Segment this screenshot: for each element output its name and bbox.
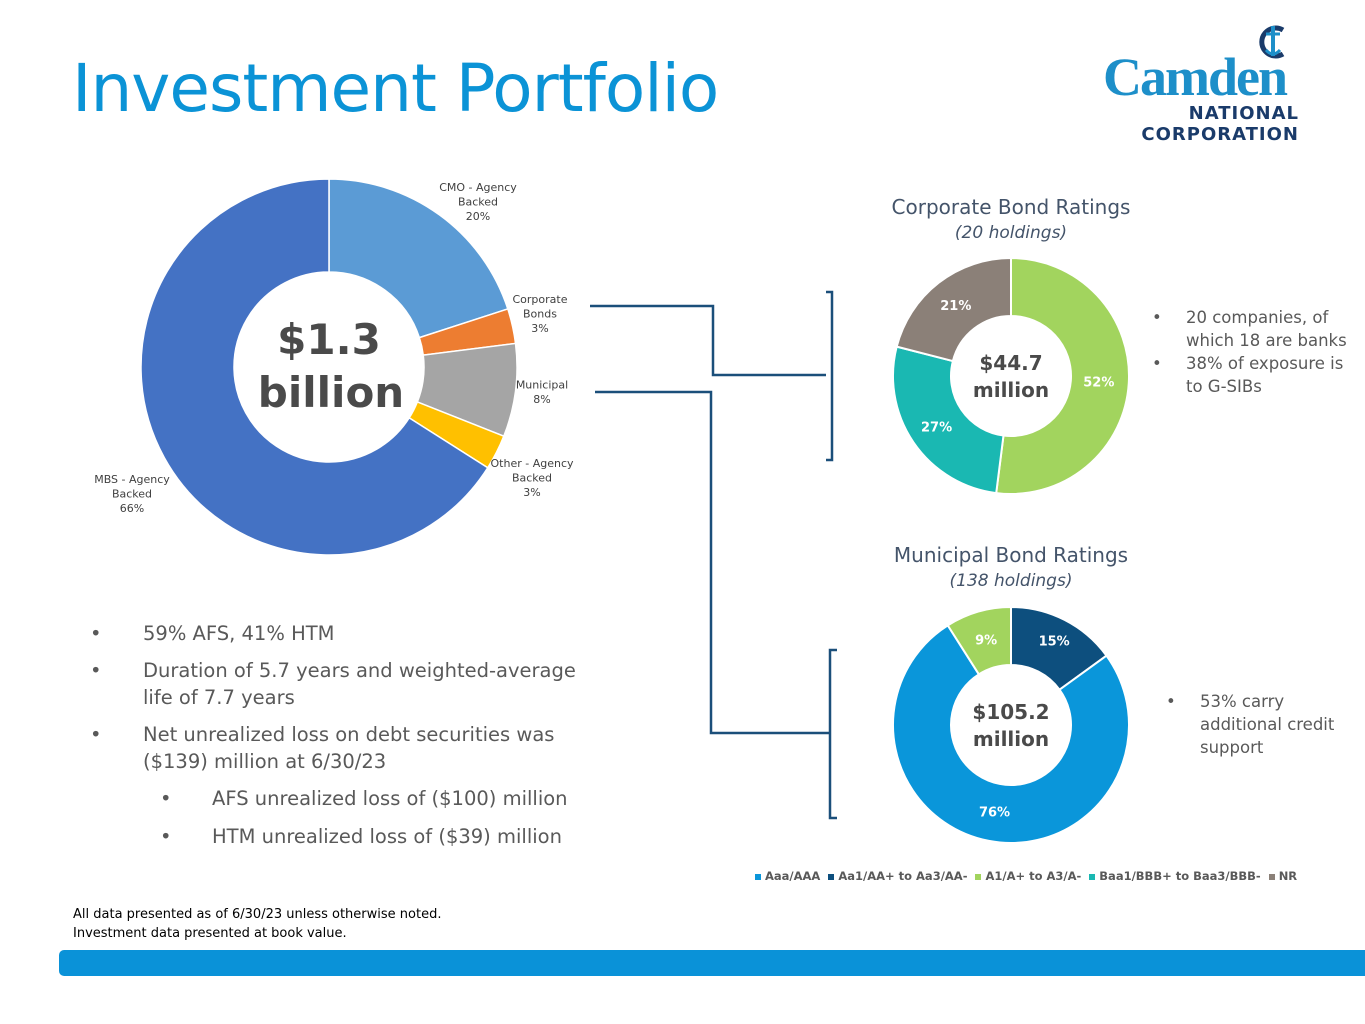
legend-label: Baa1/BBB+ to Baa3/BBB- (1099, 869, 1261, 883)
municipal-chart-title: Municipal Bond Ratings (894, 543, 1128, 567)
corporate-notes: • 20 companies, of which 18 are banks • 38%… (1152, 306, 1352, 398)
corporate-slice-label: 27% (921, 421, 952, 436)
bullet-dot: • (160, 825, 172, 848)
legend-label: Aa1/AA+ to Aa3/AA- (838, 869, 968, 883)
municipal-slice (946, 605, 1012, 676)
footer-bar (59, 950, 1365, 976)
portfolio-slice (328, 178, 509, 339)
legend-item: Aa1/AA+ to Aa3/AA- (828, 869, 967, 883)
portfolio-donut-chart: CMO - Agency Backed 20% Corporate Bonds 3% Mun… (94, 178, 574, 556)
legend-swatch (755, 873, 761, 880)
bullet-item: • AFS unrealized loss of ($100) million (90, 785, 610, 812)
corporate-center-value: $44.7 (979, 351, 1042, 375)
bullet-item: • HTM unrealized loss of ($39) million (90, 823, 610, 850)
page-title: Investment Portfolio (72, 50, 719, 127)
logo-line-corporation: CORPORATION (1141, 124, 1299, 145)
corporate-center-unit: million (973, 378, 1049, 402)
bullet-dot: • (1152, 308, 1162, 327)
bullet-dot: • (90, 659, 102, 682)
connector-line (826, 290, 834, 462)
connector-line (595, 390, 830, 735)
legend-swatch (828, 873, 835, 880)
company-logo: Camden NATIONAL CORPORATION (1100, 22, 1305, 147)
portfolio-center-unit: billion (258, 368, 404, 417)
corporate-slice (892, 345, 1005, 495)
bullet-text: HTM unrealized loss of ($39) million (212, 825, 562, 848)
connector-line (828, 648, 837, 820)
legend-item: A1/A+ to A3/A- (975, 869, 1081, 883)
corporate-slice (995, 256, 1130, 495)
portfolio-slice-label: MBS - Agency Backed 66% (94, 473, 170, 515)
corporate-bond-donut-chart: 52% 27% 21% $44.7 million (892, 256, 1130, 495)
corporate-slice-label: 21% (940, 299, 971, 314)
ratings-legend: Aaa/AAA Aa1/AA+ to Aa3/AA- A1/A+ to A3/A- B… (755, 869, 1305, 883)
note-item: • 20 companies, of which 18 are banks (1152, 306, 1352, 352)
anchor-icon (1259, 25, 1285, 59)
corporate-slice-label: 52% (1083, 376, 1114, 391)
footnote: All data presented as of 6/30/23 unless … (73, 906, 441, 943)
bullet-dot: • (90, 723, 102, 746)
bullet-item: • 59% AFS, 41% HTM (90, 620, 610, 647)
legend-item: Baa1/BBB+ to Baa3/BBB- (1089, 869, 1261, 883)
municipal-notes: • 53% carry additional credit support (1166, 690, 1346, 759)
bullet-text: Net unrealized loss on debt securities w… (143, 723, 555, 773)
legend-item: Aaa/AAA (755, 869, 820, 883)
portfolio-slice-label: Other - Agency Backed 3% (491, 457, 574, 499)
portfolio-slice-label: Corporate Bonds 3% (513, 293, 568, 335)
municipal-slice-label: 76% (979, 805, 1010, 820)
portfolio-center-value: $1.3 (277, 315, 381, 364)
municipal-center-unit: million (973, 727, 1049, 751)
bullet-dot: • (90, 622, 102, 645)
legend-swatch (1268, 873, 1275, 880)
portfolio-slice-label: Municipal 8% (516, 379, 568, 407)
note-item: • 53% carry additional credit support (1166, 690, 1346, 759)
municipal-slice-label: 9% (975, 634, 997, 649)
bullet-text: 59% AFS, 41% HTM (143, 622, 335, 645)
note-item: • 38% of exposure is to G-SIBs (1152, 352, 1352, 398)
note-text: 20 companies, of which 18 are banks (1186, 308, 1347, 350)
logo-line-national: NATIONAL (1188, 103, 1299, 124)
legend-swatch (1089, 873, 1096, 880)
legend-label: Aaa/AAA (765, 869, 821, 883)
legend-label: A1/A+ to A3/A- (985, 869, 1082, 883)
bullet-text: AFS unrealized loss of ($100) million (212, 787, 568, 810)
portfolio-slice (140, 178, 489, 556)
logo-wordmark: Camden (1103, 47, 1288, 107)
connector-line (590, 304, 826, 377)
footnote-line: Investment data presented at book value. (73, 925, 347, 941)
corporate-chart-title: Corporate Bond Ratings (892, 195, 1131, 219)
bullet-dot: • (160, 787, 172, 810)
corporate-slice (895, 256, 1012, 363)
bullet-text: Duration of 5.7 years and weighted-avera… (143, 659, 576, 709)
portfolio-bullets: • 59% AFS, 41% HTM • Duration of 5.7 years … (90, 620, 610, 861)
municipal-slice (892, 623, 1130, 845)
municipal-chart-subtitle: (138 holdings) (950, 571, 1073, 591)
municipal-center-value: $105.2 (972, 700, 1049, 724)
municipal-bond-donut-chart: 15% 76% 9% $105.2 million (892, 605, 1130, 845)
portfolio-slice-label: CMO - Agency Backed 20% (439, 181, 517, 223)
corporate-chart-subtitle: (20 holdings) (955, 223, 1067, 243)
legend-label: NR (1278, 869, 1298, 883)
legend-swatch (975, 873, 982, 880)
bullet-dot: • (1152, 354, 1162, 373)
bullet-item: • Net unrealized loss on debt securities … (90, 721, 610, 775)
note-text: 53% carry additional credit support (1200, 692, 1335, 757)
footnote-line: All data presented as of 6/30/23 unless … (73, 907, 442, 922)
bullet-dot: • (1166, 692, 1176, 711)
connector-lines (590, 290, 837, 820)
note-text: 38% of exposure is to G-SIBs (1186, 354, 1344, 396)
bullet-item: • Duration of 5.7 years and weighted-aver… (90, 657, 610, 711)
municipal-slice-label: 15% (1039, 634, 1070, 649)
legend-item: NR (1268, 869, 1298, 883)
